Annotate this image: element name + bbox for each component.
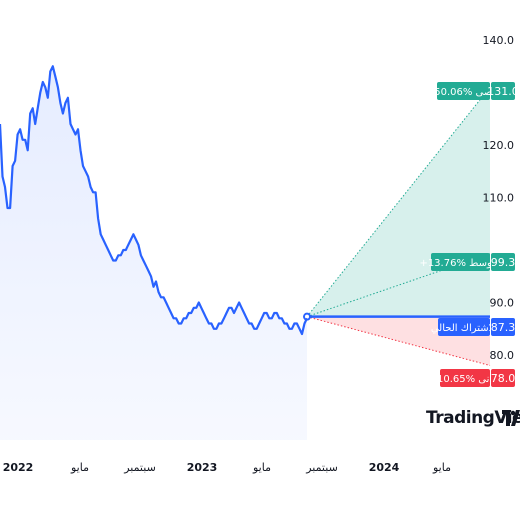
y-tick-label: 90.0 — [490, 297, 515, 310]
x-tick-label: مايو — [70, 461, 89, 474]
x-tick-label: 2023 — [187, 461, 218, 474]
price-area-fill — [0, 66, 307, 441]
x-axis: 2022 مايو سبتمبر 2023 مايو سبتمبر 2024 مايو — [3, 461, 451, 474]
price-series — [0, 65, 308, 441]
current-label: الاشتراك الحالي — [431, 323, 497, 334]
current-value: 87.3 — [491, 321, 516, 334]
min-badge: -10.65% أدنى 78.0 — [433, 369, 515, 387]
max-label: +50.06% أقصى — [426, 85, 500, 98]
min-projection-line — [306, 316, 491, 366]
avg-label: +13.76% متوسط — [419, 258, 500, 269]
x-tick-label: مايو — [432, 461, 451, 474]
y-axis: 140.0 120.0 110.0 90.0 80.0 — [483, 34, 515, 362]
y-tick-label: 80.0 — [490, 349, 515, 362]
x-tick-label: 2022 — [3, 461, 34, 474]
max-badge: +50.06% أقصى 131.0 — [426, 82, 519, 100]
y-tick-label: 120.0 — [483, 139, 515, 152]
avg-badge: +13.76% متوسط 99.3 — [419, 253, 515, 271]
tradingview-logo[interactable]: TradingView — [426, 408, 520, 428]
max-value: 131.0 — [487, 85, 519, 98]
x-tick-label: سبتمبر — [305, 461, 338, 474]
price-line — [0, 65, 308, 336]
min-label: -10.65% أدنى — [433, 372, 496, 385]
x-tick-label: مايو — [252, 461, 271, 474]
x-tick-label: سبتمبر — [123, 461, 156, 474]
current-badge: الاشتراك الحالي 87.3 — [431, 318, 515, 336]
tv-logo-icon — [502, 410, 520, 426]
tradingview-wordmark: TradingView — [426, 408, 520, 428]
avg-value: 99.3 — [491, 256, 516, 269]
y-tick-label: 110.0 — [483, 192, 515, 205]
min-value: 78.0 — [491, 372, 516, 385]
y-tick-label: 140.0 — [483, 34, 515, 47]
x-tick-label: 2024 — [369, 461, 400, 474]
